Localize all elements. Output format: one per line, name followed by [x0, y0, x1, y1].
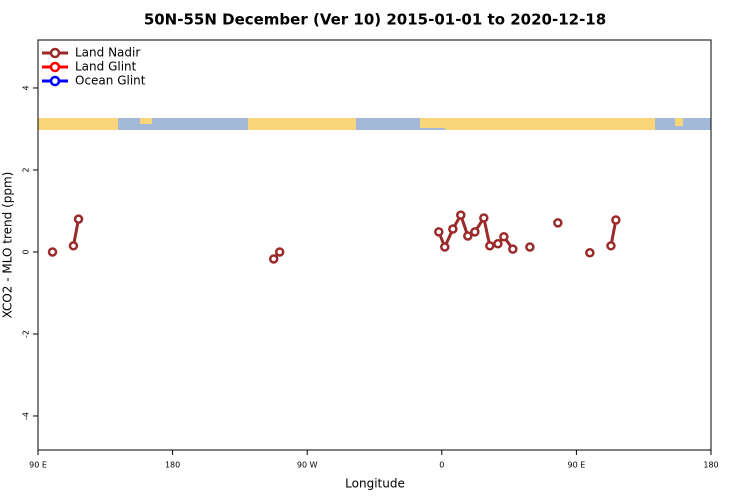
y-tick-label: 2 [22, 167, 31, 172]
legend-marker [49, 47, 61, 59]
x-tick-label: 180 [703, 461, 718, 470]
data-point [606, 241, 616, 251]
data-point [68, 241, 79, 251]
legend-label: Ocean Glint [75, 74, 146, 88]
data-point [508, 244, 518, 254]
y-tick-label: 4 [22, 85, 31, 90]
data-point [440, 242, 450, 252]
data-point [274, 247, 285, 257]
x-tick-label: 0 [439, 461, 444, 470]
legend-marker [49, 75, 61, 87]
y-tick-label: -4 [22, 412, 31, 420]
data-point [470, 227, 480, 237]
x-tick-label: 90 W [297, 461, 318, 470]
chart-title: 50N-55N December (Ver 10) 2015-01-01 to … [144, 11, 606, 29]
data-point [434, 227, 444, 237]
x-axis-label: Longitude [345, 477, 405, 491]
y-axis-label: XCO2 - MLO trend (ppm) [1, 172, 15, 319]
data-point [585, 248, 595, 258]
data-point [611, 215, 621, 225]
data-point [499, 232, 509, 242]
data-point [268, 254, 279, 264]
data-point [485, 241, 495, 251]
data-point [456, 210, 466, 220]
x-tick-label: 180 [165, 461, 180, 470]
x-tick-label: 90 E [568, 461, 586, 470]
series-line [71, 211, 618, 260]
data-point [553, 218, 563, 228]
plot-frame [37, 39, 712, 451]
data-point [463, 231, 473, 241]
y-tick-label: 0 [22, 249, 31, 254]
map-strip [38, 118, 711, 130]
data-point [448, 224, 458, 234]
y-tick-label: -2 [22, 330, 31, 338]
data-point [73, 214, 84, 224]
data-point [525, 242, 535, 252]
data-point [479, 213, 489, 223]
x-tick-label: 90 E [29, 461, 47, 470]
legend-marker [49, 61, 61, 73]
data-point [47, 247, 58, 257]
data-point [493, 239, 503, 249]
legend-label: Land Glint [75, 60, 137, 74]
legend-label: Land Nadir [75, 46, 140, 60]
